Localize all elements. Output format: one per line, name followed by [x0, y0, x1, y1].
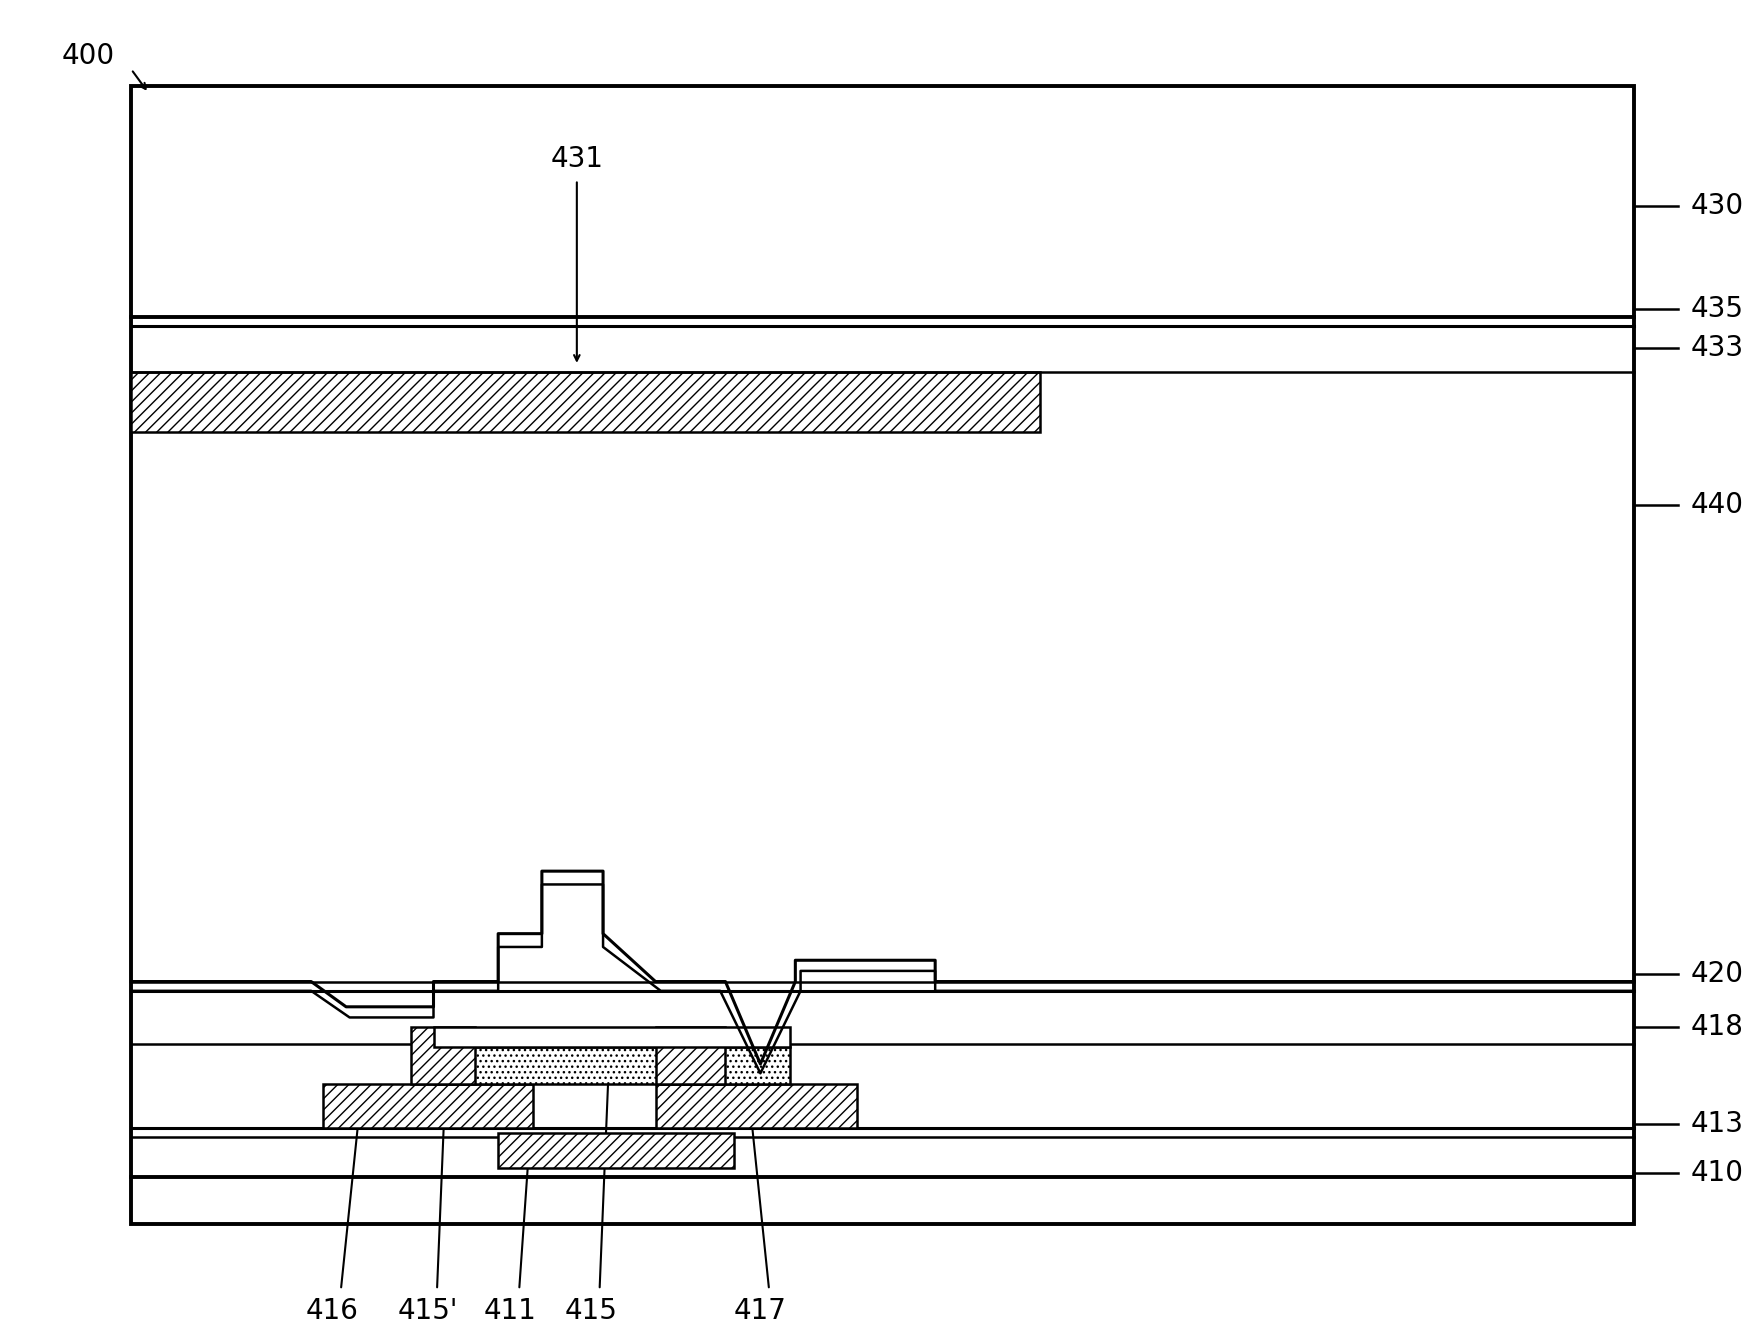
Text: 418: 418 — [1690, 1012, 1743, 1041]
Text: 400: 400 — [61, 41, 114, 70]
Polygon shape — [131, 372, 1040, 432]
Text: 430: 430 — [1690, 192, 1743, 221]
Text: 415': 415' — [399, 1297, 458, 1325]
Polygon shape — [434, 1047, 790, 1084]
Polygon shape — [656, 1084, 857, 1128]
Polygon shape — [656, 1027, 725, 1084]
Text: 413: 413 — [1690, 1109, 1743, 1138]
Text: 440: 440 — [1690, 491, 1743, 520]
Text: 411: 411 — [484, 1297, 537, 1325]
Text: 410: 410 — [1690, 1158, 1743, 1188]
Polygon shape — [323, 1084, 533, 1128]
Text: 435: 435 — [1690, 294, 1743, 323]
Polygon shape — [498, 1133, 734, 1168]
Bar — [131, 86, 1634, 1224]
Text: 415: 415 — [565, 1297, 617, 1325]
Text: 433: 433 — [1690, 334, 1743, 363]
Polygon shape — [434, 1027, 790, 1047]
Text: 416: 416 — [306, 1297, 358, 1325]
Text: 431: 431 — [551, 145, 603, 173]
Text: 420: 420 — [1690, 959, 1743, 988]
Polygon shape — [411, 1027, 475, 1084]
Text: 417: 417 — [734, 1297, 787, 1325]
